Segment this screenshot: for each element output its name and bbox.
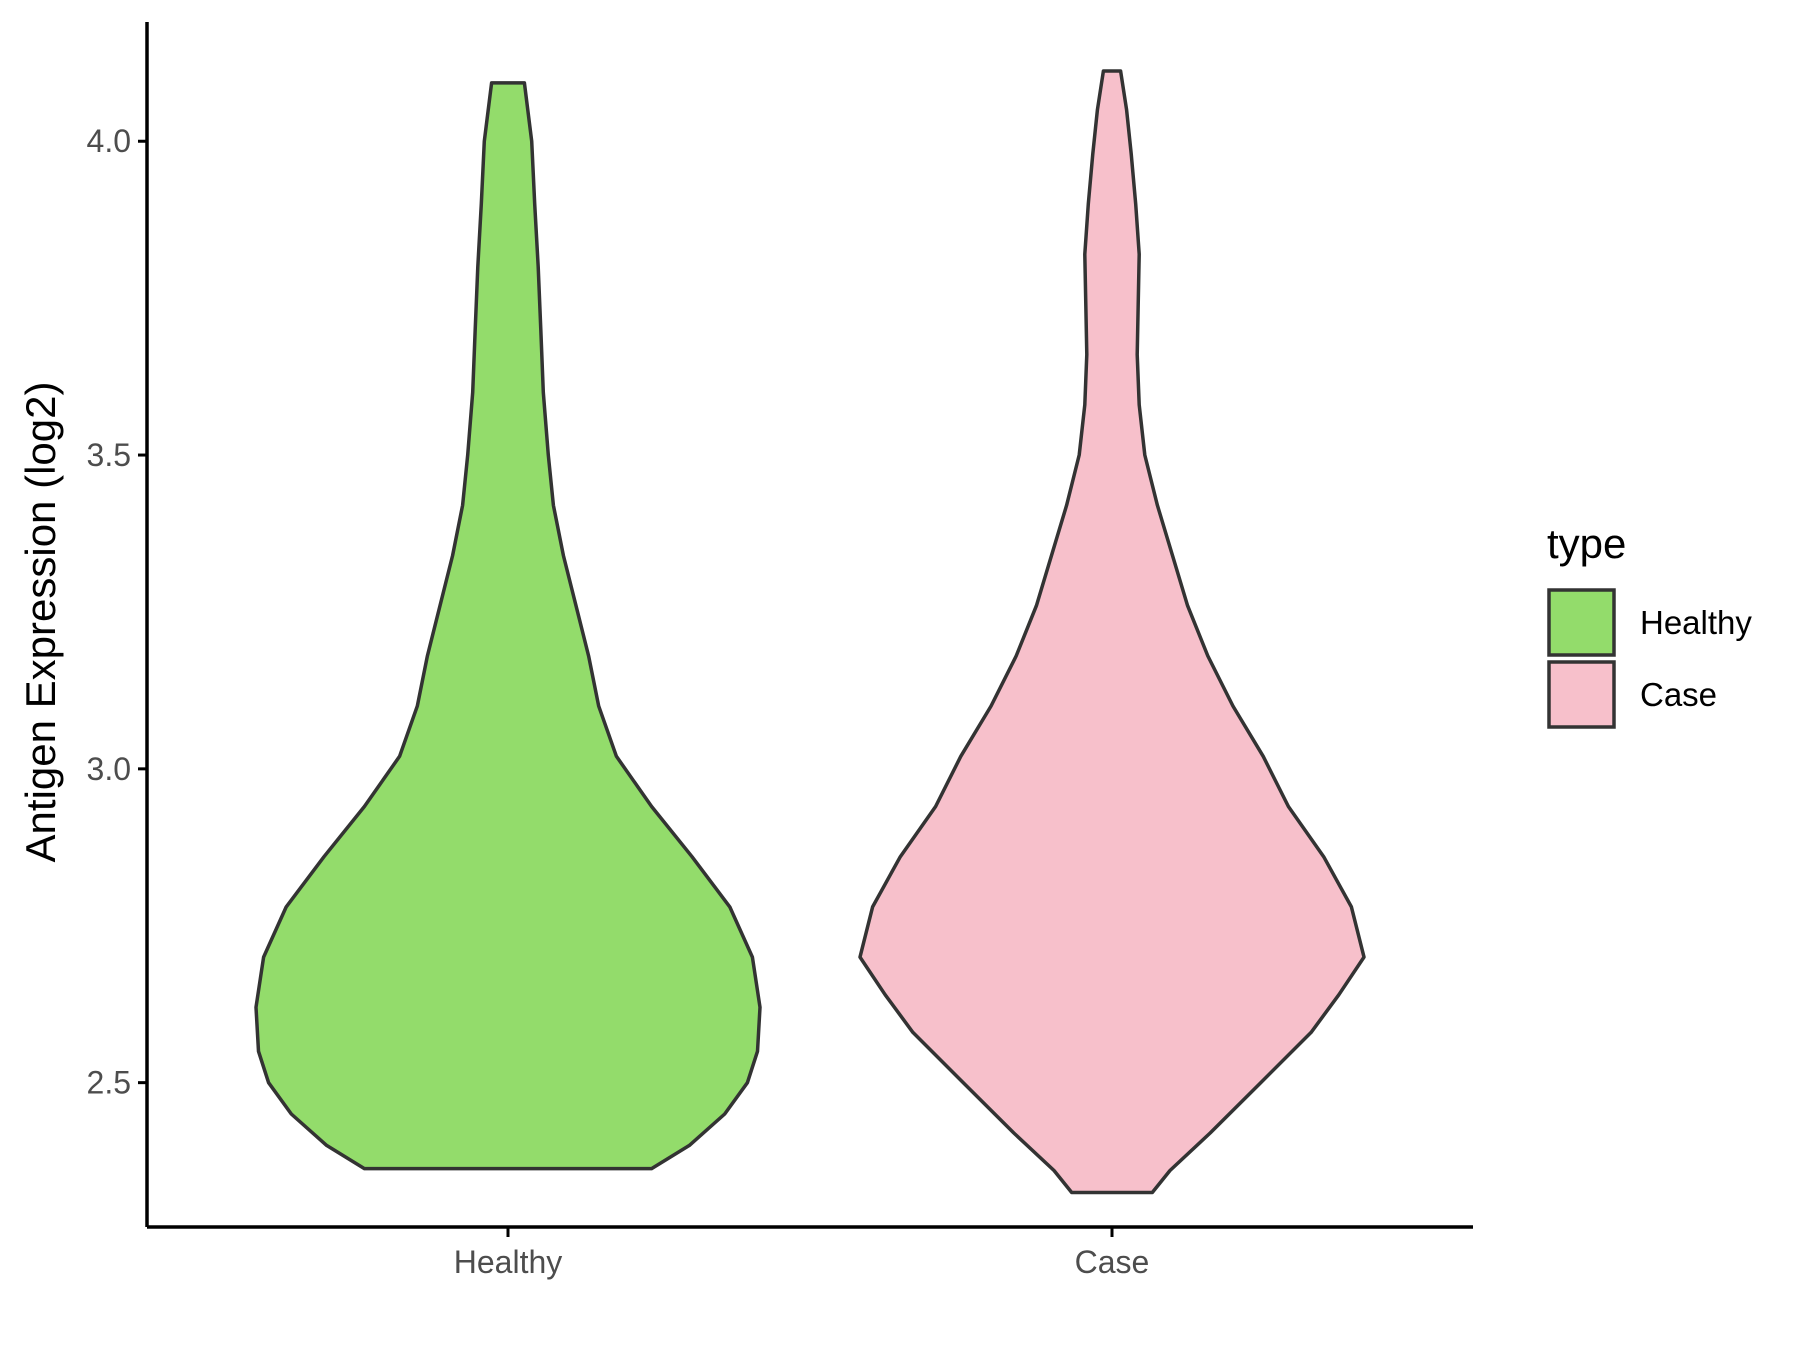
- legend-title: type: [1547, 520, 1626, 567]
- legend: type Healthy Case: [1547, 520, 1752, 729]
- axes: 2.5 3.0 3.5 4.0 Healthy Case: [87, 22, 1473, 1280]
- violin-case: [858, 69, 1366, 1195]
- violin-healthy: [254, 81, 762, 1171]
- y-tick-label: 4.0: [87, 123, 131, 159]
- legend-key-case: [1547, 660, 1616, 729]
- y-tick-label: 3.5: [87, 437, 131, 473]
- x-tick-label: Healthy: [454, 1244, 563, 1280]
- legend-key-healthy: [1547, 588, 1616, 657]
- y-tick-label: 3.0: [87, 751, 131, 787]
- violin-layer: [254, 69, 1366, 1195]
- y-axis-title: Antigen Expression (log2): [17, 382, 64, 863]
- legend-label-healthy: Healthy: [1640, 604, 1752, 641]
- y-tick-label: 2.5: [87, 1065, 131, 1101]
- x-tick-label: Case: [1075, 1244, 1150, 1280]
- legend-label-case: Case: [1640, 676, 1717, 713]
